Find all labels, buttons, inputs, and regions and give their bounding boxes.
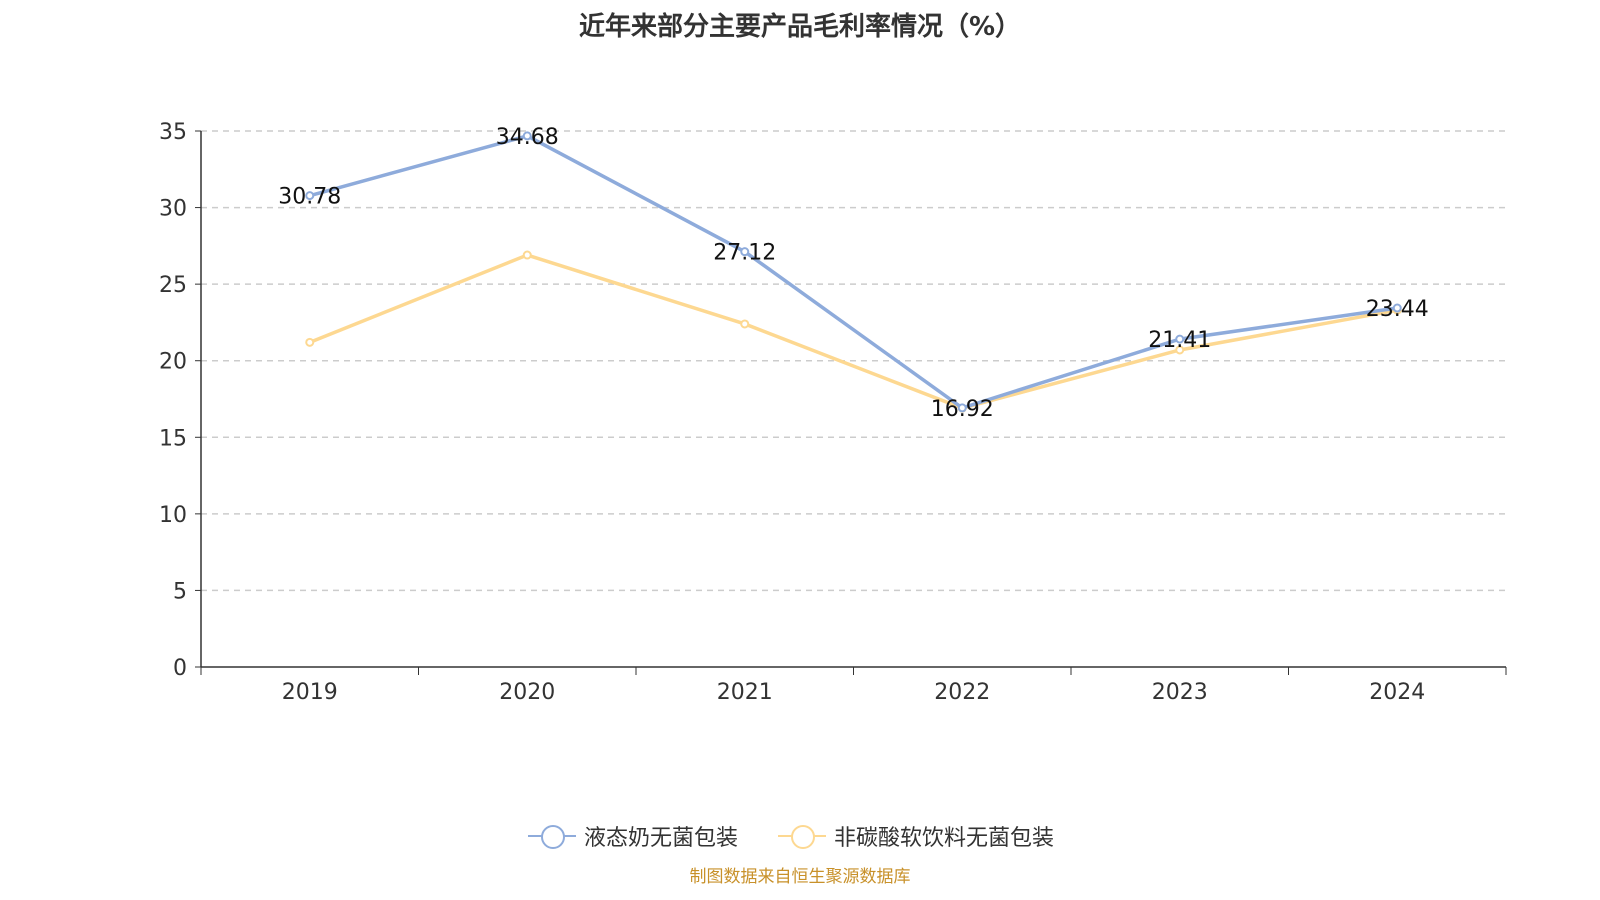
x-tick-label: 2022 [934, 680, 990, 705]
legend-label: 液态奶无菌包装 [584, 826, 739, 851]
legend-circle-icon [778, 824, 826, 849]
y-tick-label: 0 [173, 656, 187, 681]
data-label: 21.41 [1148, 328, 1211, 353]
y-tick-label: 10 [159, 503, 187, 528]
data-point [522, 131, 532, 141]
x-tick-label: 2021 [717, 680, 773, 705]
data-label: 16.92 [931, 397, 994, 422]
legend-label: 非碳酸软饮料无菌包装 [834, 826, 1055, 851]
source-note: 制图数据来自恒生聚源数据库 [689, 867, 911, 887]
data-point [1175, 334, 1185, 344]
data-point [305, 337, 315, 347]
x-tick-label: 2019 [282, 680, 338, 705]
data-point [1392, 303, 1402, 313]
legend-item-soft-drink[interactable]: 非碳酸软饮料无菌包装 [778, 820, 1054, 852]
y-tick-label: 20 [159, 350, 187, 375]
data-point [522, 250, 532, 260]
legend-item-liquid-milk[interactable]: 液态奶无菌包装 [528, 820, 738, 852]
data-point [740, 319, 750, 329]
data-label: 23.44 [1366, 297, 1429, 322]
y-tick-label: 5 [173, 579, 187, 604]
y-tick-label: 30 [159, 197, 187, 222]
x-tick-label: 2023 [1152, 680, 1208, 705]
x-tick-label: 2024 [1369, 680, 1425, 705]
data-point [1175, 345, 1185, 355]
legend-circle-icon [528, 824, 576, 849]
y-tick-label: 35 [159, 120, 187, 145]
series-line [309, 253, 1398, 411]
data-point [740, 247, 750, 257]
data-point [957, 403, 967, 413]
data-label: 34.68 [496, 125, 559, 150]
data-label: 30.78 [278, 185, 341, 210]
chart-title: 近年来部分主要产品毛利率情况（%） [578, 12, 1022, 42]
data-point [305, 191, 315, 201]
data-label: 27.12 [713, 241, 776, 266]
y-tick-label: 25 [159, 273, 187, 298]
x-tick-label: 2020 [499, 680, 555, 705]
series-line [309, 134, 1398, 410]
y-tick-label: 15 [159, 426, 187, 451]
